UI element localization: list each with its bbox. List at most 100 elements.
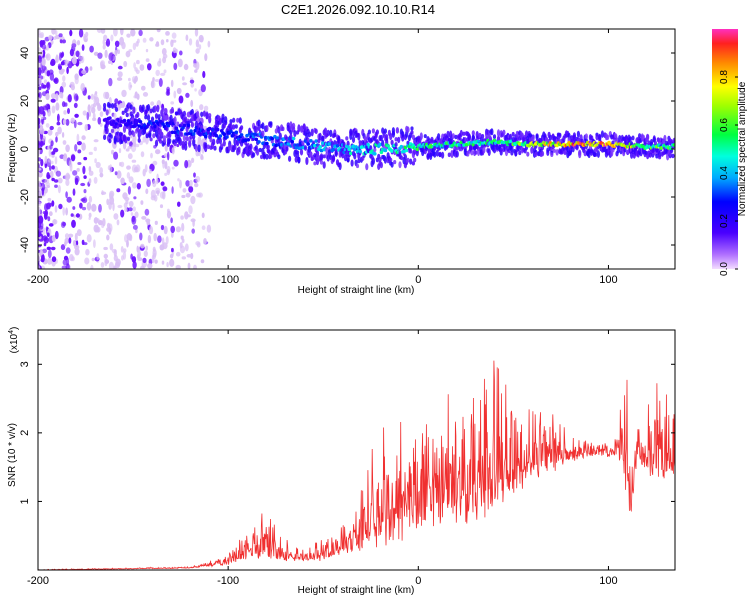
spectrogram-noise-cell — [91, 106, 96, 114]
spectrogram-noise-cell — [154, 220, 158, 225]
spectrogram-noise-cell — [130, 212, 134, 216]
spectrogram-ridge-cell — [429, 152, 433, 160]
spectrogram-noise-cell — [40, 140, 44, 148]
spectrogram-noise-cell — [62, 207, 65, 216]
spectrogram-ridge-core — [379, 150, 384, 155]
spectrogram-noise-cell — [86, 202, 92, 211]
spectrogram-ridge-core — [492, 138, 497, 143]
spectrogram-noise-cell — [185, 192, 191, 198]
spectrogram-ridge-core — [118, 123, 123, 128]
spectrogram-ridge-cell — [261, 122, 265, 130]
spectrogram-ridge-core — [321, 141, 325, 145]
spectrogram-noise-cell — [42, 235, 48, 242]
spectrogram-ridge-cell — [209, 137, 213, 143]
spectrogram-noise-cell — [96, 29, 102, 33]
spectrogram-ridge-cell — [288, 155, 292, 162]
spectrogram-ridge-cell — [262, 153, 266, 160]
spectrogram-noise-cell — [178, 95, 184, 104]
spectrogram-noise-cell — [145, 58, 150, 62]
spectrogram-noise-cell — [54, 184, 58, 188]
spectrogram-noise-cell — [48, 34, 53, 41]
spectrogram-noise-cell — [75, 213, 80, 218]
spectrogram-noise-cell — [147, 263, 153, 269]
spectrogram-noise-cell — [123, 60, 128, 68]
spectrogram-noise-cell — [135, 164, 141, 173]
spectrogram-ridge-cell — [534, 144, 538, 149]
spectrogram-ridge-cell — [182, 110, 186, 117]
spectrogram-noise-cell — [65, 118, 70, 126]
spectrogram-noise-cell — [114, 40, 120, 47]
spectrogram-noise-cell — [176, 87, 182, 95]
spectrogram-noise-cell — [110, 34, 114, 42]
spectrogram-ridge-cell — [631, 135, 635, 141]
spectrogram-ridge-cell — [410, 130, 414, 135]
snr-y-multiplier: (x104) — [8, 327, 20, 354]
spectrogram-noise-cell — [66, 174, 71, 180]
spectrogram-noise-cell — [114, 98, 119, 104]
x-tick-label: -200 — [27, 274, 49, 286]
spectrogram-ridge-cell — [406, 126, 410, 133]
spectrogram-noise-cell — [38, 124, 41, 129]
spectrogram-noise-cell — [108, 77, 113, 87]
spectrogram-noise-cell — [61, 132, 65, 138]
spectrogram-noise-cell — [49, 144, 53, 150]
spectrogram-noise-cell — [177, 178, 180, 182]
spectrogram-noise-cell — [117, 65, 123, 70]
spectrogram-noise-cell — [132, 134, 137, 144]
spectrogram-ridge-core — [386, 144, 390, 148]
spectrogram-noise-cell — [139, 64, 145, 71]
spectrogram-noise-cell — [188, 185, 194, 193]
spectrogram-noise-cell — [38, 47, 41, 52]
spectrogram-noise-cell — [111, 248, 117, 254]
spectrogram-ridge-cell — [257, 119, 261, 126]
spectrogram-noise-cell — [184, 211, 189, 220]
spectrogram-ridge-cell — [132, 106, 136, 114]
spectrogram-ridge-cell — [122, 125, 127, 133]
spectrogram-ridge-cell — [379, 161, 383, 169]
spectrogram-noise-cell — [83, 175, 87, 180]
spectrogram-ridge-cell — [575, 144, 579, 149]
spectrogram-ridge-cell — [410, 126, 414, 131]
spectrogram-noise-cell — [191, 157, 195, 163]
spectrogram-ridge-cell — [413, 157, 417, 163]
spectrogram-noise-cell — [131, 256, 137, 263]
spectrogram-noise-cell — [70, 117, 75, 124]
spectrogram-noise-cell — [116, 188, 121, 193]
spectrogram-ridge-cell — [252, 152, 256, 158]
spectrogram-noise-cell — [171, 32, 177, 39]
spectrogram-ridge-cell — [313, 161, 317, 166]
colorbar-ticks: 0.0 0.2 0.4 0.6 0.8 — [719, 70, 738, 276]
spectrogram-noise-cell — [132, 224, 138, 230]
y-tick-label: 40 — [19, 47, 31, 59]
spectrogram-noise-cell — [134, 211, 139, 218]
spectrogram-noise-cell — [191, 228, 195, 234]
spectrogram-noise-cell — [38, 33, 44, 38]
spectrogram-noise-cell — [115, 258, 121, 267]
spectrogram-noise-cell — [171, 247, 174, 253]
spectrogram-ridge-cell — [237, 146, 241, 153]
spectrogram-noise-cell — [43, 130, 48, 135]
spectrogram-ridge-cell — [260, 154, 264, 160]
spectrogram-noise-cell — [61, 265, 67, 269]
spectrogram-noise-cell — [120, 209, 125, 218]
spectrogram-ridge-cell — [628, 136, 632, 143]
spectrogram-ridge-core — [279, 143, 284, 147]
spectrogram-ridge-cell — [330, 140, 334, 149]
spectrogram-ridge-cell — [249, 143, 253, 151]
x-tick-label: -100 — [217, 575, 239, 587]
spectrogram-noise-cell — [195, 241, 201, 246]
spectrogram-noise-cell — [68, 159, 73, 168]
spectrogram-noise-cell — [106, 198, 110, 205]
spectrogram-ridge-cell — [478, 132, 482, 139]
spectrogram-noise-cell — [51, 177, 55, 182]
spectrogram-noise-cell — [172, 47, 177, 54]
spectrogram-noise-cell — [90, 264, 94, 269]
spectrogram-ridge-core — [349, 151, 353, 156]
spectrogram-noise-cell — [65, 60, 70, 64]
spectrogram-noise-cell — [120, 161, 125, 168]
spectrogram-ridge-core — [263, 135, 268, 140]
spectrogram-noise-cell — [81, 44, 85, 51]
spectrogram-ridge-cell — [293, 130, 297, 137]
spectrogram-noise-cell — [93, 146, 98, 152]
spectrogram-ridge-core — [193, 128, 197, 133]
